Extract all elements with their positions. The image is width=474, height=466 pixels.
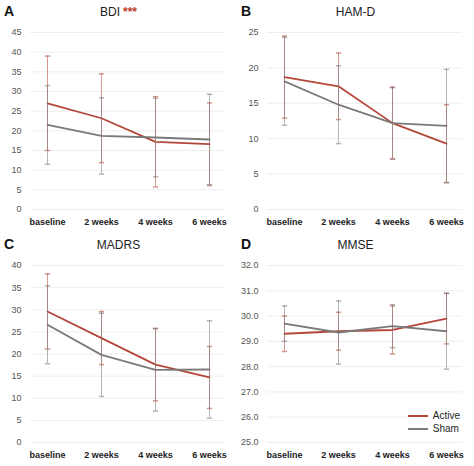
svg-text:15: 15: [248, 98, 258, 108]
html-text:BDI ***: BDI ***: [100, 5, 137, 19]
svg-text:baseline: baseline: [266, 450, 302, 460]
svg-text:30: 30: [11, 305, 21, 315]
svg-text:0: 0: [16, 437, 21, 447]
svg-text:5: 5: [16, 185, 21, 195]
svg-text:25: 25: [11, 327, 21, 337]
svg-text:4 weeks: 4 weeks: [375, 217, 410, 227]
svg-text:30.0: 30.0: [241, 311, 259, 321]
html-text:MADRS: MADRS: [96, 238, 141, 252]
svg-text:2 weeks: 2 weeks: [321, 450, 356, 460]
svg-text:6 weeks: 6 weeks: [429, 217, 464, 227]
svg-text:20: 20: [11, 349, 21, 359]
svg-text:10: 10: [11, 165, 21, 175]
svg-text:baseline: baseline: [29, 217, 65, 227]
svg-text:10: 10: [248, 134, 258, 144]
svg-text:10: 10: [11, 393, 21, 403]
svg-text:35: 35: [11, 67, 21, 77]
svg-text:25: 25: [11, 106, 21, 116]
svg-text:35: 35: [11, 283, 21, 293]
svg-text:31.0: 31.0: [241, 286, 259, 296]
html-text:B: B: [241, 3, 252, 19]
svg-text:5: 5: [16, 415, 21, 425]
html-text:D: D: [241, 236, 252, 252]
html-text:A: A: [4, 3, 15, 19]
svg-text:4 weeks: 4 weeks: [138, 217, 173, 227]
svg-text:26.0: 26.0: [241, 412, 259, 422]
svg-text:25.0: 25.0: [241, 437, 259, 447]
html-text:C: C: [4, 236, 15, 252]
svg-text:5: 5: [253, 169, 258, 179]
svg-text:30: 30: [11, 86, 21, 96]
svg-text:32.0: 32.0: [241, 260, 259, 270]
svg-text:baseline: baseline: [266, 217, 302, 227]
svg-text:2 weeks: 2 weeks: [84, 217, 119, 227]
svg-text:25: 25: [248, 27, 258, 37]
svg-text:28.0: 28.0: [241, 362, 259, 372]
svg-text:20: 20: [248, 63, 258, 73]
svg-text:6 weeks: 6 weeks: [429, 450, 464, 460]
svg-text:6 weeks: 6 weeks: [192, 450, 227, 460]
svg-text:40: 40: [11, 260, 21, 270]
html-text:Sham: Sham: [432, 423, 459, 434]
svg-text:2 weeks: 2 weeks: [321, 217, 356, 227]
svg-text:4 weeks: 4 weeks: [138, 450, 173, 460]
svg-text:45: 45: [11, 27, 21, 37]
html-text:MMSE: MMSE: [337, 238, 374, 252]
svg-text:0: 0: [16, 204, 21, 214]
svg-text:15: 15: [11, 145, 21, 155]
svg-text:27.0: 27.0: [241, 387, 259, 397]
html-text:HAM-D: HAM-D: [335, 5, 376, 19]
svg-text:15: 15: [11, 371, 21, 381]
svg-text:baseline: baseline: [29, 450, 65, 460]
svg-text:4 weeks: 4 weeks: [375, 450, 410, 460]
svg-text:20: 20: [11, 126, 21, 136]
svg-text:0: 0: [253, 204, 258, 214]
svg-text:6 weeks: 6 weeks: [192, 217, 227, 227]
svg-text:2 weeks: 2 weeks: [84, 450, 119, 460]
svg-text:40: 40: [11, 47, 21, 57]
html-text:Active: Active: [432, 410, 460, 421]
svg-text:29.0: 29.0: [241, 336, 259, 346]
